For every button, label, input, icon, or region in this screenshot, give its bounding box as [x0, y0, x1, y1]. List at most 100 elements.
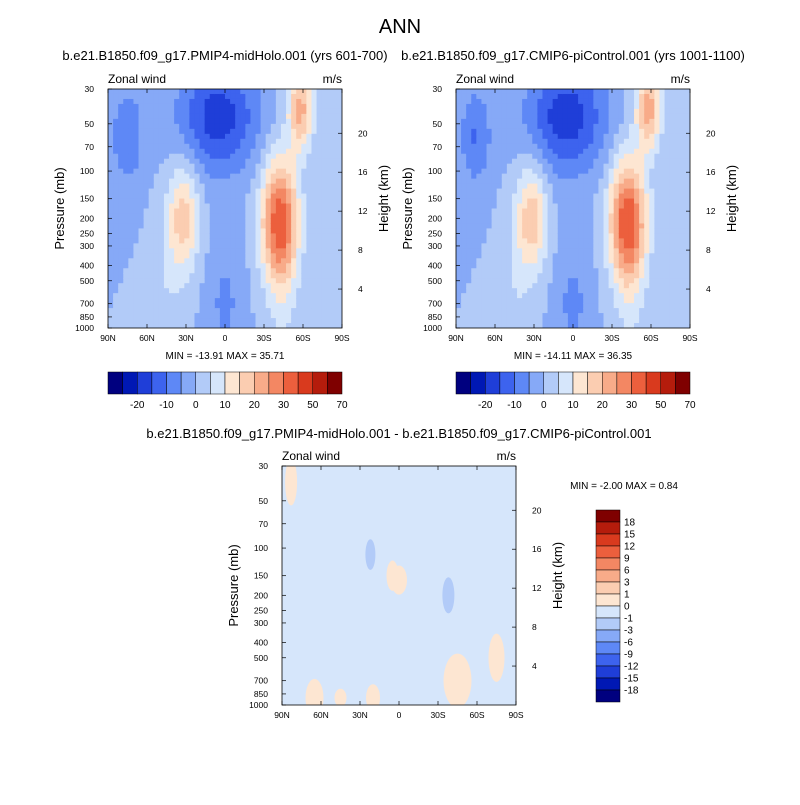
field-cell: [547, 218, 554, 225]
field-cell: [143, 218, 150, 225]
field-cell: [245, 208, 252, 215]
field-cell: [567, 253, 574, 259]
field-cell: [608, 283, 615, 289]
field-cell: [471, 263, 477, 269]
field-cell: [331, 103, 338, 110]
field-cell: [143, 143, 150, 150]
field-cell: [133, 298, 140, 304]
field-cell: [644, 89, 650, 95]
field-cell: [296, 213, 302, 220]
field-cell: [270, 203, 277, 210]
field-cell: [184, 128, 190, 135]
field-cell: [618, 173, 625, 180]
field-cell: [245, 308, 252, 314]
field-cell: [634, 128, 640, 135]
field-cell: [286, 158, 292, 165]
field-cell: [618, 98, 625, 105]
field-cell: [169, 213, 175, 220]
field-cell: [189, 203, 196, 210]
field-cell: [588, 243, 594, 249]
field-cell: [674, 223, 681, 230]
field-cell: [255, 263, 262, 269]
field-cell: [557, 103, 564, 110]
field-cell: [567, 203, 574, 210]
field-cell: [684, 178, 690, 185]
field-cell: [158, 98, 165, 105]
field-cell: [316, 293, 323, 299]
field-cell: [603, 183, 610, 190]
field-cell: [306, 128, 313, 135]
field-cell: [471, 233, 477, 239]
field-cell: [593, 243, 600, 249]
field-cell: [567, 323, 574, 328]
field-cell: [113, 238, 119, 244]
field-cell: [532, 243, 538, 249]
field-cell: [684, 138, 690, 145]
field-cell: [618, 178, 625, 185]
field-cell: [214, 89, 221, 95]
field-cell: [250, 308, 257, 314]
field-cell: [486, 293, 493, 299]
field-cell: [133, 93, 140, 100]
field-cell: [199, 203, 206, 210]
field-cell: [567, 98, 574, 105]
field-cell: [501, 188, 508, 195]
y-tick-label: 500: [254, 653, 268, 663]
field-cell: [280, 278, 287, 284]
field-cell: [628, 208, 635, 215]
field-cell: [588, 118, 594, 125]
field-cell: [275, 323, 282, 328]
field-cell: [108, 158, 114, 165]
field-cell: [204, 178, 211, 185]
field-cell: [280, 258, 287, 264]
field-cell: [331, 158, 338, 165]
field-cell: [634, 263, 640, 269]
diff-contour: [334, 688, 347, 705]
field-cell: [286, 248, 292, 254]
field-cell: [649, 258, 655, 264]
field-cell: [245, 158, 252, 165]
field-cell: [674, 193, 681, 200]
field-cell: [573, 308, 579, 314]
field-cell: [573, 218, 579, 225]
field-cell: [679, 163, 686, 170]
field-cell: [260, 303, 267, 309]
field-cell: [501, 168, 508, 175]
field-cell: [331, 273, 338, 279]
field-cell: [133, 203, 140, 210]
field-cell: [199, 168, 206, 175]
field-cell: [133, 308, 140, 314]
field-cell: [466, 218, 472, 225]
field-cell: [174, 193, 180, 200]
field-cell: [286, 133, 292, 140]
field-cell: [613, 98, 620, 105]
field-cell: [644, 283, 650, 289]
field-cell: [654, 193, 661, 200]
field-cell: [265, 113, 272, 120]
field-cell: [547, 193, 554, 200]
field-cell: [557, 203, 564, 210]
field-cell: [623, 153, 630, 160]
field-cell: [219, 128, 226, 135]
field-cell: [118, 288, 124, 294]
field-cell: [245, 98, 252, 105]
field-cell: [628, 273, 635, 279]
field-cell: [573, 258, 579, 264]
field-cell: [583, 228, 589, 234]
field-cell: [567, 233, 574, 239]
field-cell: [496, 183, 503, 190]
field-cell: [476, 288, 483, 294]
field-cell: [511, 188, 518, 195]
field-cell: [598, 233, 605, 239]
field-cell: [674, 183, 681, 190]
field-cell: [174, 308, 180, 314]
field-cell: [613, 188, 620, 195]
field-cell: [593, 188, 600, 195]
field-cell: [230, 263, 236, 269]
field-cell: [158, 288, 165, 294]
field-cell: [265, 133, 272, 140]
field-cell: [270, 243, 277, 249]
field-cell: [532, 273, 538, 279]
field-cell: [169, 163, 175, 170]
field-cell: [562, 253, 569, 259]
